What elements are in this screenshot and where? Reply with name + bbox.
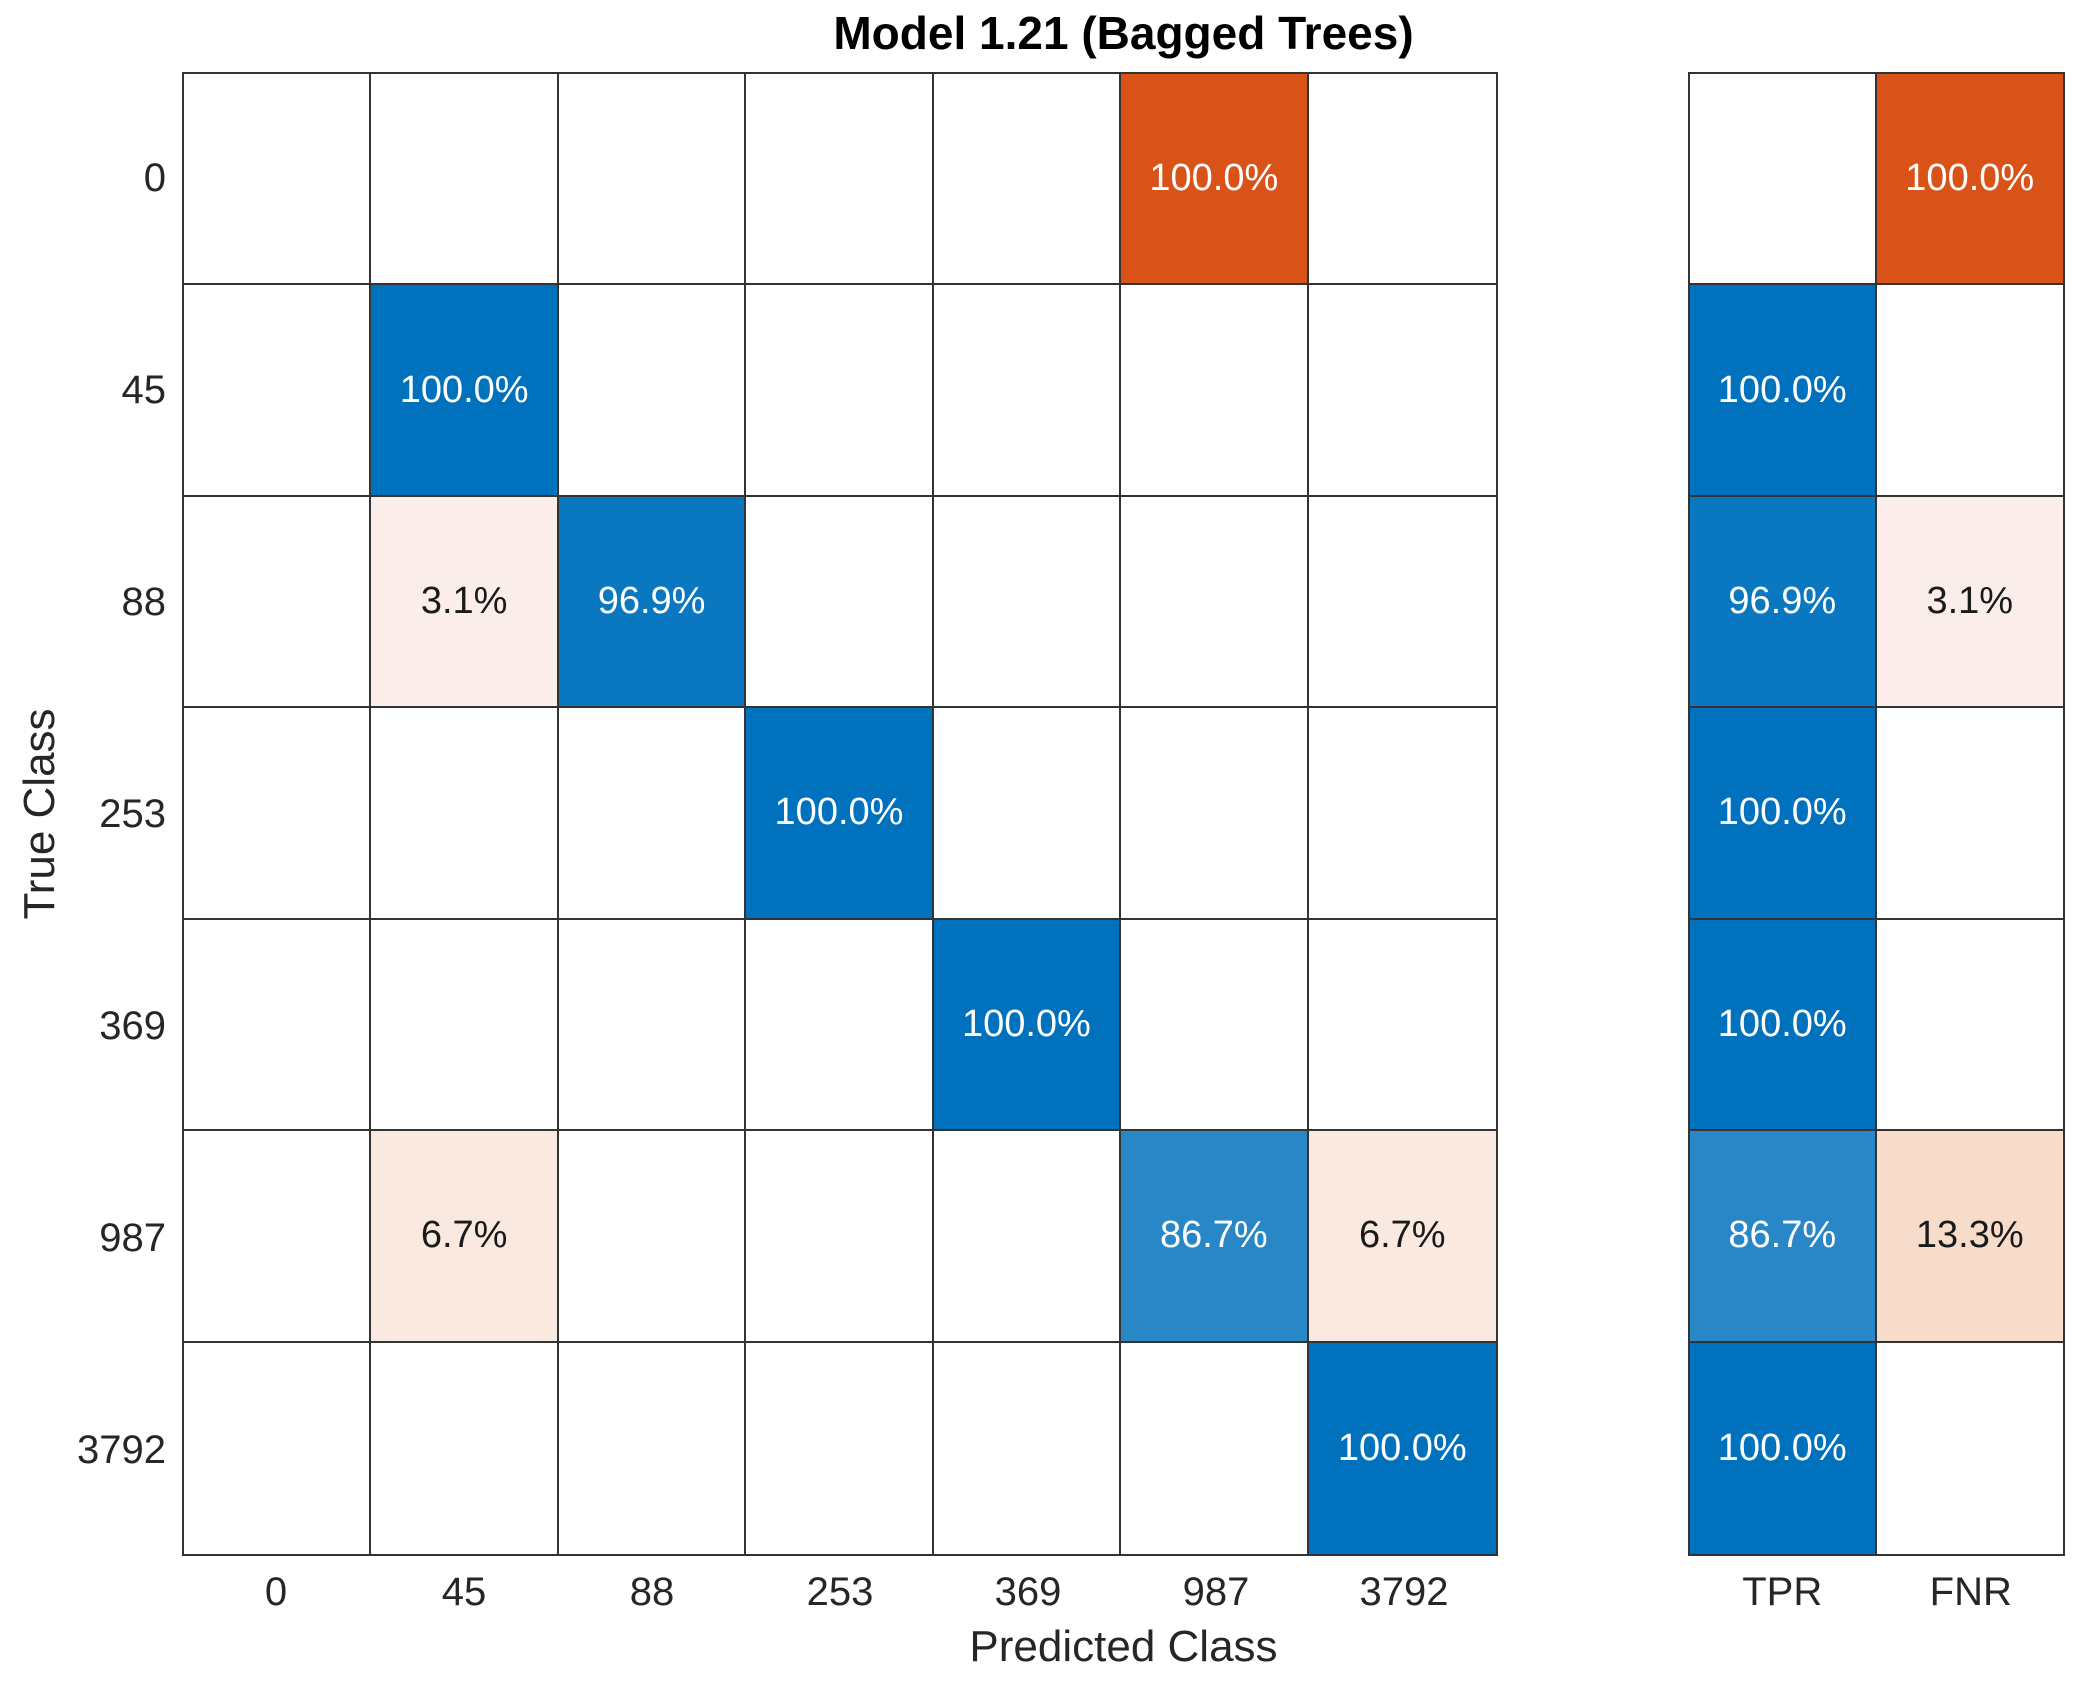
y-tick-3792: 3792 bbox=[77, 1427, 166, 1472]
y-tick-0: 0 bbox=[143, 155, 166, 200]
cell-true-45-pred-987 bbox=[1121, 285, 1309, 497]
x-axis-label: Predicted Class bbox=[969, 1622, 1278, 1671]
summary-fnr-class-45 bbox=[1876, 285, 2063, 497]
x-tick-0: 0 bbox=[264, 1569, 288, 1614]
cell-true-0-pred-88 bbox=[558, 74, 747, 286]
cell-true-0-pred-3792 bbox=[1308, 74, 1496, 286]
cell-true-3792-pred-45 bbox=[371, 1342, 559, 1554]
cell-true-88-pred-369 bbox=[933, 496, 1122, 709]
cell-true-253-pred-987 bbox=[1121, 708, 1309, 920]
cell-true-45-pred-0 bbox=[184, 285, 372, 497]
summary-fnr-class-369 bbox=[1876, 920, 2063, 1132]
cell-true-253-pred-0 bbox=[184, 708, 372, 920]
cell-true-369-pred-45 bbox=[371, 919, 559, 1132]
confusion-grid: 100.0% 100.0% 3.1% 96.9% 100.0% 100.0% 6.7% 86.… bbox=[182, 72, 1498, 1556]
summary-grid: 100.0% 100.0% 96.9% 3.1% 100.0% 100.0% 86.7% 13… bbox=[1688, 72, 2065, 1556]
cell-true-987-pred-45: 6.7% bbox=[371, 1131, 559, 1343]
x-tick-labels: 0 45 88 253 369 987 3792 bbox=[182, 1560, 1498, 1624]
x-tick-253: 253 bbox=[806, 1569, 874, 1614]
summary-fnr-class-0: 100.0% bbox=[1876, 74, 2063, 286]
cell-true-3792-pred-369 bbox=[934, 1342, 1122, 1554]
summary-fnr-class-987: 13.3% bbox=[1876, 1131, 2063, 1343]
y-tick-253: 253 bbox=[99, 791, 166, 836]
cell-true-987-pred-253 bbox=[746, 1131, 934, 1343]
x-tick-3792: 3792 bbox=[1359, 1569, 1449, 1614]
cell-true-88-pred-0 bbox=[184, 496, 372, 709]
x-tick-45: 45 bbox=[441, 1569, 487, 1614]
cell-true-0-pred-45 bbox=[371, 74, 559, 286]
summary-tpr-class-987: 86.7% bbox=[1690, 1131, 1877, 1343]
summary-fnr-class-3792 bbox=[1877, 1343, 2064, 1554]
cell-true-369-pred-88 bbox=[558, 919, 747, 1132]
y-tick-369: 369 bbox=[99, 1003, 166, 1048]
summary-col-TPR: TPR bbox=[1742, 1569, 1823, 1614]
cell-true-369-pred-253 bbox=[746, 919, 934, 1132]
summary-column-labels: TPR FNR bbox=[1688, 1560, 2065, 1624]
cell-true-987-pred-0 bbox=[184, 1131, 372, 1343]
cell-true-369-pred-987 bbox=[1121, 919, 1309, 1132]
y-tick-45: 45 bbox=[121, 367, 167, 412]
cell-true-3792-pred-88 bbox=[559, 1342, 747, 1554]
cell-true-3792-pred-987 bbox=[1121, 1342, 1309, 1554]
cell-true-88-pred-88: 96.9% bbox=[558, 496, 747, 709]
cell-true-45-pred-369 bbox=[933, 285, 1122, 497]
cell-true-0-pred-253 bbox=[746, 74, 934, 286]
summary-tpr-class-0 bbox=[1690, 74, 1877, 286]
cell-true-253-pred-88 bbox=[558, 708, 747, 920]
cell-true-369-pred-369: 100.0% bbox=[933, 919, 1122, 1132]
y-tick-88: 88 bbox=[121, 579, 167, 624]
summary-fnr-class-253 bbox=[1876, 708, 2063, 920]
cell-true-88-pred-3792 bbox=[1308, 497, 1496, 709]
x-tick-88: 88 bbox=[629, 1569, 675, 1614]
summary-tpr-class-88: 96.9% bbox=[1690, 496, 1877, 709]
cell-true-45-pred-3792 bbox=[1308, 285, 1496, 497]
chart-title: Model 1.21 (Bagged Trees) bbox=[833, 7, 1414, 59]
cell-true-88-pred-45: 3.1% bbox=[371, 496, 559, 709]
y-tick-987: 987 bbox=[99, 1215, 166, 1260]
cell-true-253-pred-369 bbox=[933, 708, 1122, 920]
summary-tpr-class-45: 100.0% bbox=[1690, 285, 1877, 497]
summary-tpr-class-369: 100.0% bbox=[1690, 919, 1877, 1132]
cell-true-3792-pred-0 bbox=[184, 1342, 372, 1554]
cell-true-369-pred-3792 bbox=[1308, 920, 1496, 1132]
summary-tpr-class-253: 100.0% bbox=[1690, 708, 1877, 920]
cell-true-0-pred-369 bbox=[933, 74, 1122, 286]
cell-true-253-pred-45 bbox=[371, 708, 559, 920]
cell-true-45-pred-88 bbox=[558, 285, 747, 497]
cell-true-88-pred-987 bbox=[1121, 496, 1309, 709]
summary-col-FNR: FNR bbox=[1929, 1569, 2012, 1614]
cell-true-987-pred-88 bbox=[558, 1131, 747, 1343]
cell-true-987-pred-987: 86.7% bbox=[1121, 1131, 1309, 1343]
cell-true-88-pred-253 bbox=[746, 496, 934, 709]
cell-true-3792-pred-3792: 100.0% bbox=[1308, 1342, 1496, 1554]
summary-fnr-class-88: 3.1% bbox=[1876, 496, 2063, 709]
cell-true-0-pred-987: 100.0% bbox=[1121, 74, 1309, 286]
cell-true-3792-pred-253 bbox=[746, 1342, 934, 1554]
summary-tpr-class-3792: 100.0% bbox=[1690, 1342, 1877, 1554]
y-tick-labels: 0 45 88 253 369 987 3792 bbox=[0, 72, 166, 1556]
x-tick-987: 987 bbox=[1182, 1569, 1250, 1614]
x-tick-369: 369 bbox=[994, 1569, 1062, 1614]
cell-true-369-pred-0 bbox=[184, 919, 372, 1132]
cell-true-987-pred-369 bbox=[933, 1131, 1122, 1343]
cell-true-45-pred-45: 100.0% bbox=[371, 285, 559, 497]
cell-true-45-pred-253 bbox=[746, 285, 934, 497]
cell-true-253-pred-253: 100.0% bbox=[746, 708, 934, 920]
cell-true-0-pred-0 bbox=[184, 74, 372, 286]
cell-true-253-pred-3792 bbox=[1308, 708, 1496, 920]
cell-true-987-pred-3792: 6.7% bbox=[1308, 1131, 1496, 1343]
